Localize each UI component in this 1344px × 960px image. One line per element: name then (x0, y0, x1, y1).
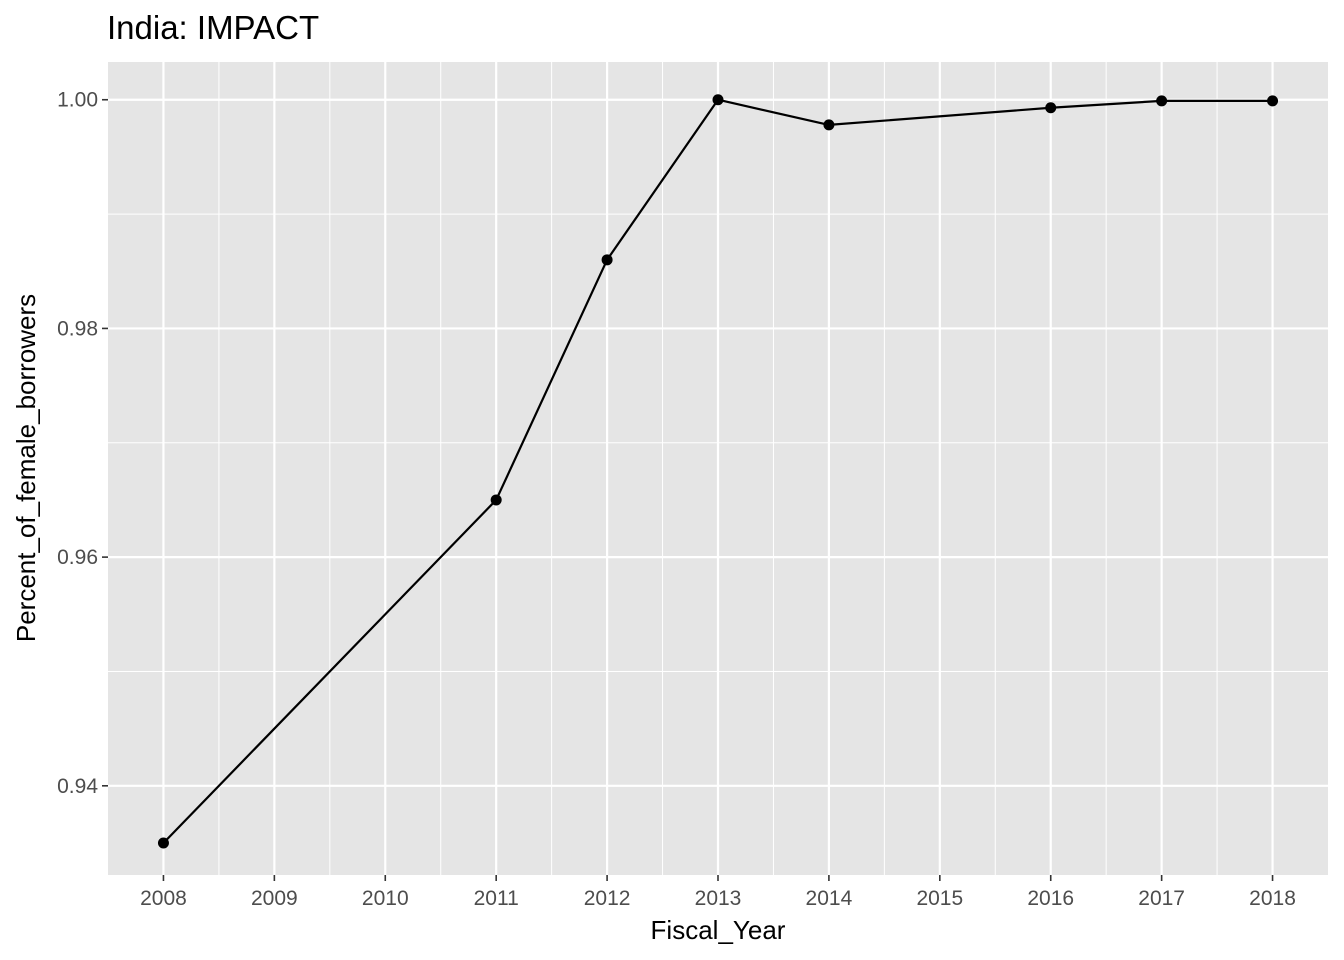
x-tick-label: 2011 (474, 887, 519, 910)
data-point (1267, 95, 1279, 107)
x-tick-label: 2013 (695, 887, 742, 910)
y-tick-label: 1.00 (57, 89, 98, 112)
y-axis: 0.94 0.96 0.98 1.00 (57, 89, 108, 798)
y-axis-title: Percent_of_female_borrowers (11, 294, 41, 642)
x-tick-label: 2008 (140, 887, 187, 910)
x-tick-label: 2012 (584, 887, 631, 910)
data-point (490, 494, 502, 506)
data-point (823, 119, 835, 131)
x-tick-label: 2016 (1027, 887, 1074, 910)
x-tick-label: 2015 (916, 887, 963, 910)
data-point (712, 94, 724, 106)
x-axis: 2008 2009 2010 2011 2012 2013 2014 2015 2016 2017… (140, 875, 1296, 910)
data-point (1156, 95, 1168, 107)
x-axis-title: Fiscal_Year (651, 915, 786, 945)
data-point (157, 837, 169, 849)
y-tick-label: 0.98 (57, 317, 98, 340)
series-line (162, 98, 1273, 844)
series-layer (157, 94, 1279, 849)
y-tick-label: 0.96 (57, 546, 98, 569)
x-tick-label: 2017 (1138, 887, 1185, 910)
y-tick-label: 0.94 (57, 775, 98, 798)
chart-title: India: IMPACT (107, 9, 319, 46)
data-point (601, 254, 613, 266)
x-tick-label: 2010 (362, 887, 409, 910)
x-tick-label: 2009 (251, 887, 298, 910)
x-tick-label: 2018 (1249, 887, 1296, 910)
x-tick-label: 2014 (806, 887, 853, 910)
data-point (1045, 102, 1057, 114)
